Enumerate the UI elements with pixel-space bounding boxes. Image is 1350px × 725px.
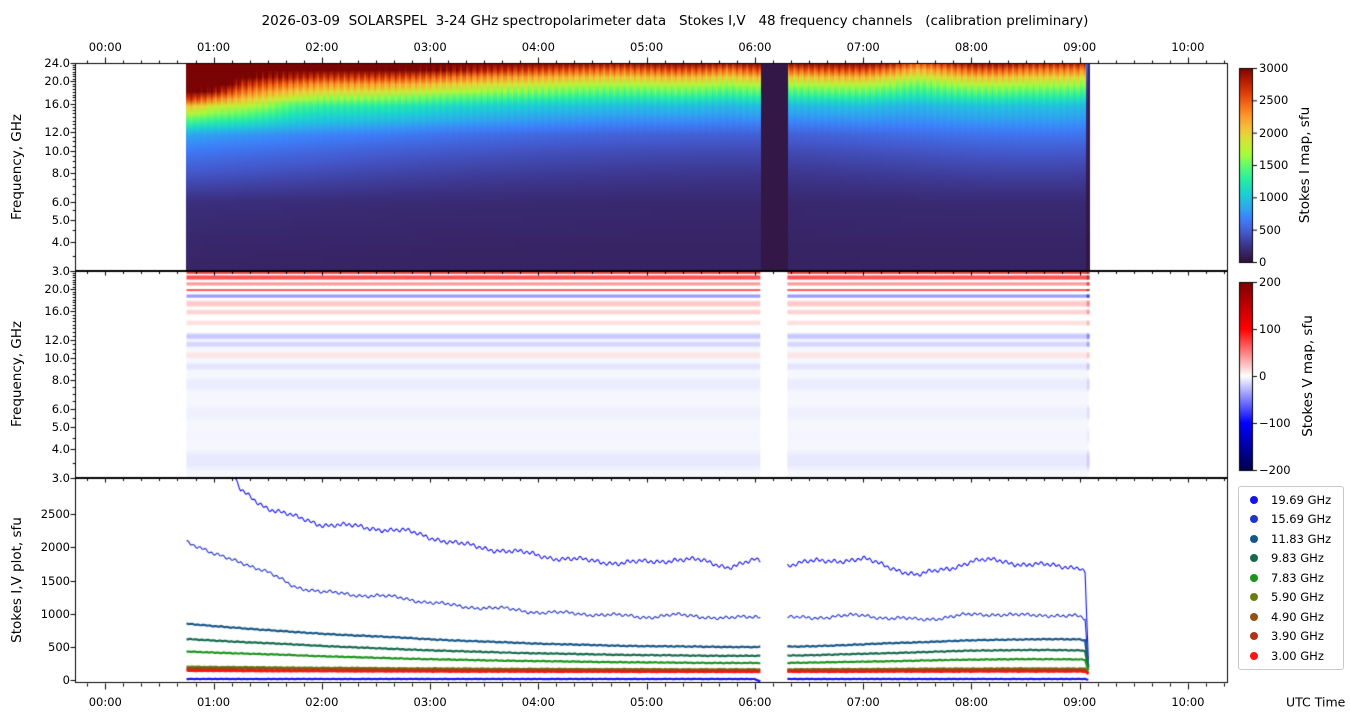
x-tick-label-top: 07:00 xyxy=(846,40,880,54)
legend-label: 15.69 GHz xyxy=(1271,512,1332,527)
x-tick-label-bottom: 08:00 xyxy=(954,695,988,709)
figure-title: 2026-03-09 SOLARSPEL 3-24 GHz spectropol… xyxy=(261,13,1089,29)
colorbar-v-label: Stokes V map, sfu xyxy=(1300,315,1316,437)
colorbar-v-tick-label: −200 xyxy=(1259,463,1291,477)
flux-tick-label: 2000 xyxy=(40,540,70,555)
x-tick-label-bottom: 07:00 xyxy=(846,695,880,709)
legend-label: 9.83 GHz xyxy=(1271,551,1324,566)
x-tick-label-bottom: 06:00 xyxy=(738,695,772,709)
colorbar-i-tick-label: 0 xyxy=(1259,255,1267,269)
colorbar-v-tick-label: 0 xyxy=(1259,369,1267,383)
legend-entry: 3.90 GHz xyxy=(1239,627,1343,647)
legend-marker-icon xyxy=(1250,515,1258,524)
freq-tick-label: 24.0 xyxy=(44,56,70,70)
x-tick-label-top: 10:00 xyxy=(1171,40,1205,54)
x-tick-label-bottom: 00:00 xyxy=(88,695,122,709)
freq-tick-label: 20.0 xyxy=(44,282,70,297)
freq-tick-label: 6.0 xyxy=(51,194,70,209)
freq-tick-label: 20.0 xyxy=(44,74,70,89)
legend-entry: 3.00 GHz xyxy=(1239,646,1343,666)
freq-tick-label: 12.0 xyxy=(44,333,70,347)
legend-entry: 11.83 GHz xyxy=(1239,529,1343,549)
legend-marker-icon xyxy=(1250,554,1258,563)
colorbar-i-tick-label: 2500 xyxy=(1259,93,1289,108)
freq-tick-label: 6.0 xyxy=(51,402,70,416)
freq-tick-label: 5.0 xyxy=(51,212,70,227)
legend: 19.69 GHz 15.69 GHz 11.83 GHz 9.83 GHz 7.83 … xyxy=(1238,486,1344,670)
legend-entry: 4.90 GHz xyxy=(1239,607,1343,627)
legend-marker-icon xyxy=(1250,495,1258,504)
utc-time-label: UTC Time xyxy=(1286,694,1346,710)
colorbar-v-tick-label: −100 xyxy=(1259,416,1291,430)
x-tick-label-top: 03:00 xyxy=(413,40,447,54)
flux-axis-label: Stokes I,V plot, sfu xyxy=(9,517,25,643)
legend-entry: 7.83 GHz xyxy=(1239,568,1343,588)
legend-marker-icon xyxy=(1250,593,1258,602)
x-tick-label-bottom: 09:00 xyxy=(1063,695,1097,709)
colorbar-v-tick-label: 100 xyxy=(1259,322,1281,336)
legend-label: 3.90 GHz xyxy=(1271,629,1324,644)
flux-tick-label: 1500 xyxy=(40,573,70,588)
legend-marker-icon xyxy=(1250,612,1258,621)
freq-tick-label: 10.0 xyxy=(44,351,70,366)
legend-label: 11.83 GHz xyxy=(1271,531,1332,546)
freq-tick-label: 5.0 xyxy=(51,420,70,435)
legend-entry: 15.69 GHz xyxy=(1239,510,1343,530)
x-tick-label-top: 06:00 xyxy=(738,40,772,54)
freq-tick-label: 16.0 xyxy=(44,96,70,111)
x-tick-label-top: 05:00 xyxy=(630,40,664,54)
freq-tick-label: 4.0 xyxy=(51,235,70,250)
legend-entry: 9.83 GHz xyxy=(1239,549,1343,569)
colorbar-i-tick-label: 2000 xyxy=(1259,125,1289,140)
colorbar-i-tick-label: 1500 xyxy=(1259,158,1289,172)
flux-tick-label: 1000 xyxy=(40,606,70,621)
freq-axis-label-middle: Frequency, GHz xyxy=(9,320,25,428)
stokes-i-map-panel xyxy=(75,63,1228,271)
freq-tick-label: 3.0 xyxy=(51,471,70,485)
freq-tick-label: 12.0 xyxy=(44,125,70,140)
freq-tick-label: 10.0 xyxy=(44,143,70,158)
legend-label: 7.83 GHz xyxy=(1271,570,1324,585)
colorbar-i-label: Stokes I map, sfu xyxy=(1297,106,1313,224)
legend-label: 5.90 GHz xyxy=(1271,590,1324,605)
colorbar-i-tick-label: 3000 xyxy=(1259,61,1289,75)
legend-label: 3.00 GHz xyxy=(1271,648,1324,663)
legend-marker-icon xyxy=(1250,534,1258,543)
x-tick-label-top: 02:00 xyxy=(305,40,339,54)
legend-entry: 19.69 GHz xyxy=(1239,490,1343,510)
flux-tick-label: 500 xyxy=(48,640,70,655)
legend-label: 4.90 GHz xyxy=(1271,609,1324,624)
legend-marker-icon xyxy=(1250,573,1258,582)
freq-tick-label: 8.0 xyxy=(51,165,70,180)
x-tick-label-bottom: 01:00 xyxy=(196,695,231,709)
x-tick-label-top: 00:00 xyxy=(88,40,122,54)
x-tick-label-bottom: 02:00 xyxy=(305,695,339,709)
colorbar-i-tick-label: 500 xyxy=(1259,222,1281,237)
flux-tick-label: 2500 xyxy=(40,506,70,521)
stokes-v-map-panel xyxy=(75,271,1228,478)
stokes-iv-line-panel xyxy=(75,478,1228,683)
x-tick-label-bottom: 04:00 xyxy=(521,695,555,709)
freq-tick-label: 3.0 xyxy=(51,264,70,278)
x-tick-label-bottom: 10:00 xyxy=(1171,695,1205,709)
freq-tick-label: 8.0 xyxy=(51,373,70,388)
freq-tick-label: 4.0 xyxy=(51,442,70,457)
legend-marker-icon xyxy=(1250,632,1258,641)
legend-entry: 5.90 GHz xyxy=(1239,588,1343,608)
legend-label: 19.69 GHz xyxy=(1271,492,1332,507)
freq-tick-label: 16.0 xyxy=(44,304,70,319)
x-tick-label-top: 01:00 xyxy=(196,40,231,54)
colorbar-i-tick-label: 1000 xyxy=(1259,190,1289,205)
flux-tick-label: 0 xyxy=(62,673,70,688)
freq-axis-label-top: Frequency, GHz xyxy=(9,113,25,221)
colorbar-v-tick-label: 200 xyxy=(1259,275,1281,289)
x-tick-label-top: 08:00 xyxy=(954,40,988,54)
x-tick-label-bottom: 03:00 xyxy=(413,695,447,709)
x-tick-label-top: 04:00 xyxy=(521,40,555,54)
x-tick-label-top: 09:00 xyxy=(1063,40,1097,54)
x-tick-label-bottom: 05:00 xyxy=(630,695,664,709)
legend-marker-icon xyxy=(1250,651,1258,660)
